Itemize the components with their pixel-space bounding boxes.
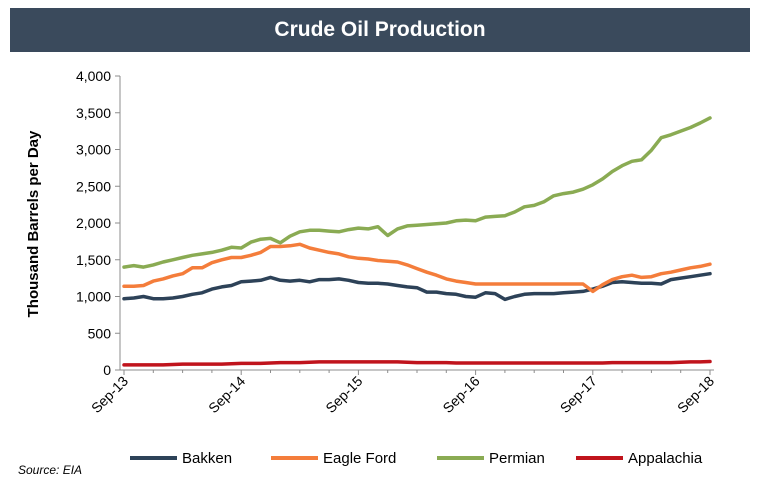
- x-tick-label: Sep-17: [557, 373, 600, 416]
- x-tick-label: Sep-15: [322, 373, 365, 416]
- legend-label-appalachia: Appalachia: [628, 450, 703, 467]
- series-line-eagle-ford: [122, 242, 712, 294]
- x-tick-label: Sep-16: [439, 373, 482, 416]
- legend-label-bakken: Bakken: [182, 450, 232, 467]
- series-line-bakken: [122, 271, 712, 302]
- y-tick-label: 0: [103, 362, 111, 378]
- legend-label-eagle-ford: Eagle Ford: [323, 450, 396, 467]
- y-tick-label: 3,500: [76, 105, 111, 121]
- source-label: Source: EIA: [18, 463, 82, 477]
- y-tick-label: 4,000: [76, 68, 111, 84]
- y-tick-label: 500: [88, 325, 112, 341]
- y-tick-label: 1,000: [76, 289, 111, 305]
- legend-label-permian: Permian: [489, 450, 545, 467]
- series-line-permian: [122, 116, 712, 269]
- y-tick-label: 2,500: [76, 178, 111, 194]
- series-line-appalachia: [122, 359, 712, 367]
- y-tick-label: 3,000: [76, 142, 111, 158]
- x-tick-label: Sep-14: [205, 373, 248, 416]
- y-axis-label: Thousand Barrels per Day: [25, 130, 42, 317]
- y-tick-label: 1,500: [76, 252, 111, 268]
- chart-title: Crude Oil Production: [274, 18, 486, 41]
- x-tick-label: Sep-18: [674, 373, 717, 416]
- x-tick-label: Sep-13: [88, 373, 131, 416]
- y-tick-label: 2,000: [76, 215, 111, 231]
- chart-title-bar: Crude Oil Production: [10, 8, 750, 52]
